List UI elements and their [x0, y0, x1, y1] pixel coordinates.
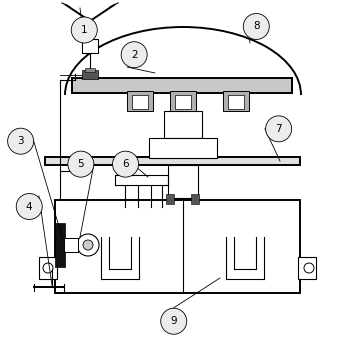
Text: 9: 9	[170, 316, 177, 326]
Bar	[127, 91, 153, 111]
Bar	[82, 70, 98, 79]
Circle shape	[243, 13, 269, 40]
Circle shape	[304, 263, 314, 273]
Text: 4: 4	[26, 202, 33, 211]
Bar	[72, 78, 292, 93]
Bar	[170, 91, 196, 111]
Bar	[55, 223, 65, 267]
Bar	[85, 68, 95, 72]
Bar	[175, 95, 191, 109]
Bar	[166, 194, 174, 204]
Bar	[64, 238, 78, 252]
Circle shape	[266, 116, 292, 142]
Text: 1: 1	[81, 25, 88, 35]
Circle shape	[112, 151, 139, 177]
Bar	[82, 39, 98, 53]
Bar	[149, 138, 217, 158]
Text: 3: 3	[17, 136, 24, 146]
Circle shape	[121, 42, 147, 68]
Bar	[164, 111, 202, 138]
Text: 7: 7	[275, 124, 282, 134]
Text: 6: 6	[122, 159, 129, 169]
Bar	[55, 200, 300, 293]
Circle shape	[68, 151, 94, 177]
Circle shape	[16, 193, 42, 220]
Circle shape	[83, 240, 93, 250]
Bar	[298, 257, 316, 279]
Circle shape	[71, 17, 97, 43]
Text: 5: 5	[77, 159, 84, 169]
Circle shape	[77, 234, 99, 256]
Bar	[168, 165, 198, 198]
Circle shape	[43, 263, 53, 273]
Text: 8: 8	[253, 22, 260, 31]
Circle shape	[161, 308, 187, 334]
Bar	[223, 91, 249, 111]
Bar	[39, 257, 57, 279]
Circle shape	[8, 128, 34, 154]
Bar	[228, 95, 244, 109]
Bar	[191, 194, 199, 204]
Text: 2: 2	[131, 50, 138, 60]
Bar	[132, 95, 148, 109]
Bar	[45, 157, 300, 165]
